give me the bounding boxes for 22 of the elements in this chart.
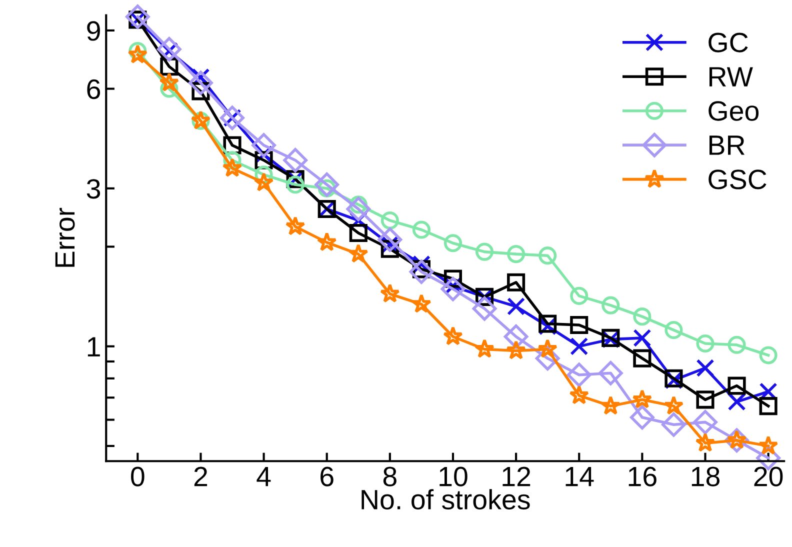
x-tick-label: 18 (692, 466, 720, 486)
x-tick-label: 10 (440, 466, 468, 486)
x-tick-label: 6 (320, 466, 334, 486)
x-tick-label: 16 (628, 466, 656, 486)
legend-label: Geo (708, 101, 759, 121)
legend-label: GC (708, 32, 748, 52)
y-tick-label: 6 (87, 79, 100, 100)
x-tick-label: 12 (502, 466, 530, 486)
x-tick-label: 2 (194, 466, 208, 486)
x-axis-title: No. of strokes (362, 489, 530, 510)
x-tick-label: 0 (131, 466, 144, 486)
x-tick-label: 14 (566, 467, 594, 486)
x-tick-label: 20 (754, 466, 783, 486)
y-tick-label: 1 (88, 337, 100, 356)
x-tick-label: 4 (256, 467, 271, 486)
y-tick-label: 9 (87, 21, 100, 41)
legend-label: GSC (708, 170, 766, 190)
legend-label: RW (709, 67, 753, 86)
x-tick-label: 8 (383, 466, 396, 486)
y-tick-label: 3 (86, 179, 100, 199)
y-axis-title: Error (55, 208, 75, 267)
legend-label: BR (709, 136, 745, 155)
